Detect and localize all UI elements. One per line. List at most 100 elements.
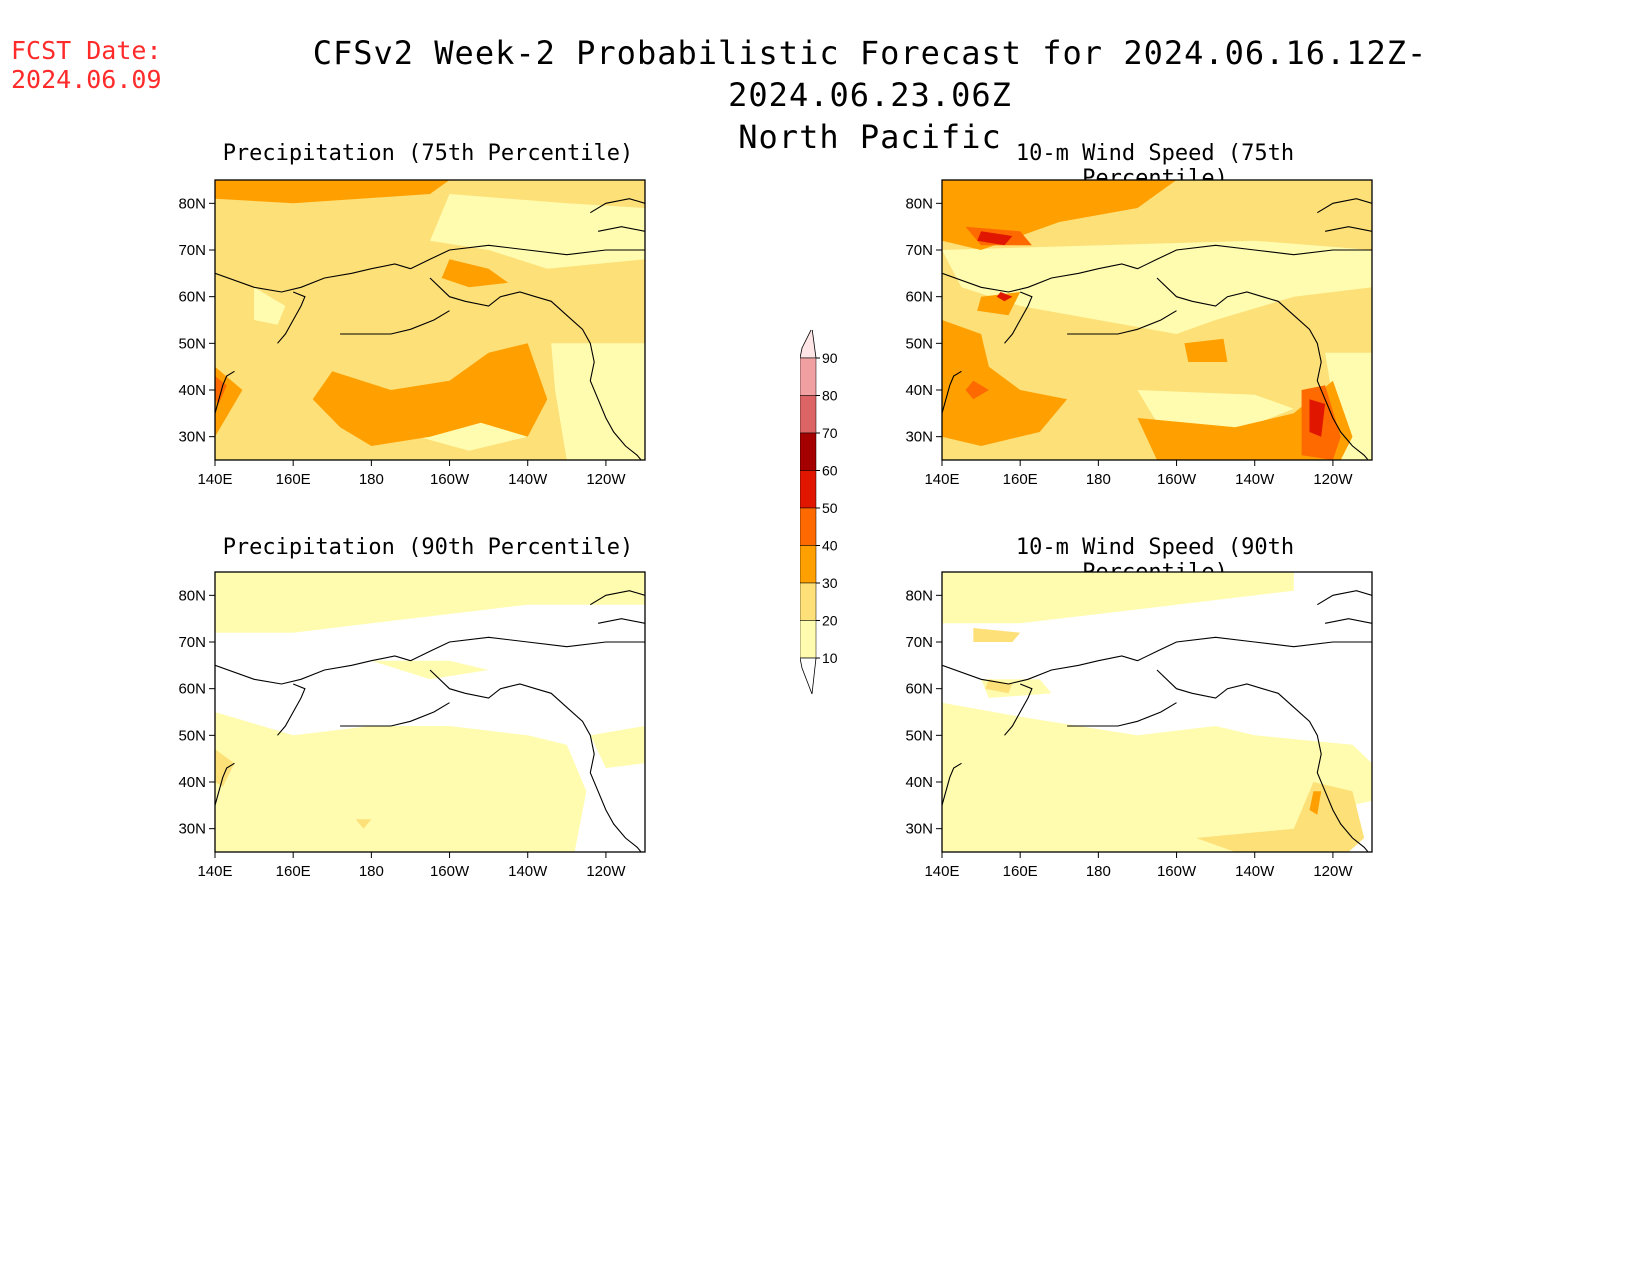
colorbar-label: 60 — [822, 463, 838, 479]
coastline-3 — [942, 263, 1138, 293]
coastline-1 — [1156, 669, 1369, 852]
coastline-3 — [215, 655, 411, 685]
coastline-6 — [590, 590, 645, 606]
coastline-2 — [340, 310, 450, 335]
title-line-2: North Pacific — [738, 118, 1002, 156]
lat-label: 70N — [905, 242, 933, 259]
lat-label: 50N — [178, 335, 206, 352]
lon-label: 160E — [276, 471, 311, 488]
coastline-0 — [410, 636, 645, 662]
main-title: CFSv2 Week-2 Probabilistic Forecast for … — [190, 32, 1550, 158]
coastline-6 — [1317, 590, 1372, 606]
colorbar-box-4 — [800, 507, 817, 546]
colorbar-box-5 — [800, 545, 817, 584]
shade-region-5 — [355, 819, 372, 829]
colorbar-label: 90 — [822, 350, 838, 366]
coastline-2 — [1067, 310, 1177, 335]
shade-region-3 — [1325, 352, 1372, 460]
lon-label: 160W — [430, 471, 470, 488]
lon-label: 160W — [430, 863, 470, 880]
shade-region-1 — [215, 712, 587, 852]
coastline-7 — [1324, 618, 1372, 624]
coastline-3 — [215, 263, 411, 293]
lat-label: 80N — [905, 195, 933, 212]
colorbar-box-6 — [800, 582, 817, 621]
shade-region-11 — [965, 380, 989, 400]
lat-label: 70N — [178, 242, 206, 259]
map-frame — [214, 571, 646, 853]
coastline-0 — [410, 244, 645, 270]
lon-label: 180 — [1086, 471, 1111, 488]
shade-region-5 — [312, 343, 548, 446]
shade-region-2 — [1137, 390, 1294, 432]
coastline-5 — [942, 370, 962, 414]
shade-region-14 — [996, 292, 1013, 302]
shade-region-4 — [215, 749, 235, 787]
shade-region-3 — [1196, 782, 1365, 852]
panel-title-precip90: Precipitation (90th Percentile) — [222, 535, 634, 560]
map-panel-precip75: 80N 70N 60N 50N 40N 30N 140E 160E 180 160W 140W 120… — [178, 179, 646, 488]
lon-label: 160E — [1003, 471, 1038, 488]
coastline-2 — [1067, 702, 1177, 727]
shade-region-7 — [441, 259, 509, 288]
lat-label: 50N — [905, 727, 933, 744]
colorbar-box-7 — [800, 620, 817, 659]
colorbar-box-2 — [800, 432, 817, 471]
lon-label: 140E — [197, 471, 232, 488]
map-frame — [941, 571, 1373, 853]
lon-label: 120W — [1313, 863, 1353, 880]
map-frame — [941, 179, 1373, 461]
shade-region-6 — [1137, 380, 1353, 460]
lat-label: 60N — [905, 289, 933, 306]
lon-label: 140W — [508, 471, 548, 488]
coastline-5 — [215, 762, 235, 806]
shade-region-0 — [942, 572, 1294, 624]
coastline-4 — [1004, 291, 1033, 344]
coastline-4 — [1004, 683, 1033, 736]
coastline-1 — [429, 669, 642, 852]
lon-label: 160E — [276, 863, 311, 880]
coastline-7 — [597, 618, 645, 624]
colorbar-top-cap — [800, 330, 817, 359]
shade-region-12 — [977, 231, 1013, 246]
coastline-3 — [942, 655, 1138, 685]
coastline-0 — [1137, 244, 1372, 270]
lon-label: 140E — [924, 471, 959, 488]
colorbar-box-0 — [800, 357, 817, 396]
map-panel-wind90: 80N 70N 60N 50N 40N 30N 140E 160E 180 160W 140W 120… — [905, 571, 1373, 880]
lat-label: 70N — [905, 634, 933, 651]
lon-label: 180 — [1086, 863, 1111, 880]
lon-label: 160W — [1157, 471, 1197, 488]
lat-label: 30N — [178, 429, 206, 446]
colorbar-box-3 — [800, 470, 817, 509]
shade-region-9 — [254, 287, 286, 325]
lon-label: 160W — [1157, 863, 1197, 880]
lat-label: 50N — [178, 727, 206, 744]
shading-layer — [942, 572, 1372, 852]
coastline-7 — [1324, 226, 1372, 232]
lat-label: 40N — [905, 382, 933, 399]
lat-label: 30N — [178, 821, 206, 838]
colorbar-label: 30 — [822, 575, 838, 591]
shade-region-5 — [942, 320, 1068, 446]
shade-region-6 — [1309, 791, 1322, 815]
fcst-date-label: FCST Date: — [11, 36, 162, 65]
shade-region-0 — [215, 572, 645, 633]
lat-label: 70N — [178, 634, 206, 651]
coastline-6 — [590, 198, 645, 214]
colorbar-label: 70 — [822, 425, 838, 441]
colorbar-label: 80 — [822, 388, 838, 404]
lon-label: 180 — [359, 863, 384, 880]
shading-layer — [942, 180, 1372, 460]
lon-label: 140W — [1235, 471, 1275, 488]
lon-label: 120W — [586, 863, 626, 880]
coastline-1 — [429, 277, 642, 460]
lat-label: 50N — [905, 335, 933, 352]
lat-label: 60N — [905, 681, 933, 698]
fcst-date-block: FCST Date: 2024.06.09 — [11, 36, 162, 94]
coastline-5 — [942, 762, 962, 806]
lat-label: 80N — [178, 195, 206, 212]
coastline-1 — [1156, 277, 1369, 460]
shade-region-4 — [215, 180, 450, 204]
lat-label: 80N — [905, 587, 933, 604]
